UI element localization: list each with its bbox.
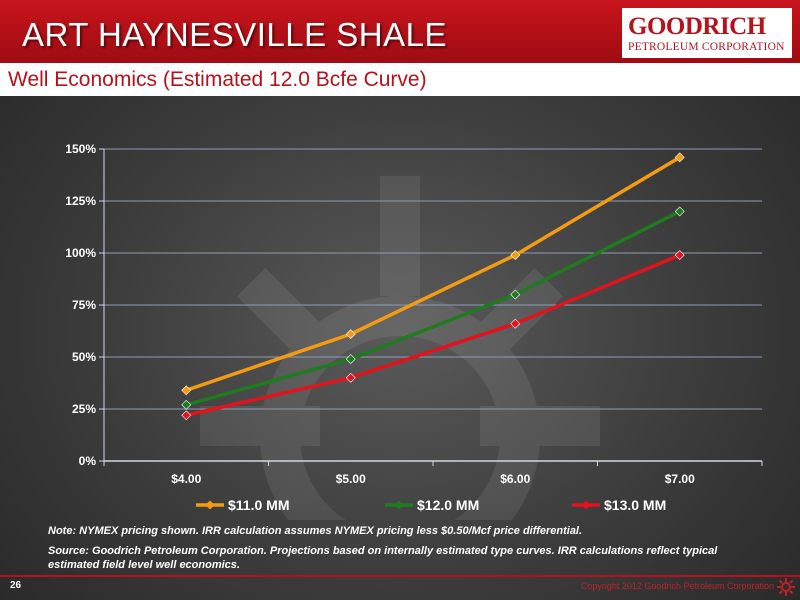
legend-label: $12.0 MM: [417, 497, 479, 513]
irr-line-chart: 0% 25% 50% 75% 100% 125% 150% $4.00 $5.00 $6.00 $…: [65, 142, 763, 520]
legend-swatch-marker: [394, 500, 404, 510]
source-note: Source: Goodrich Petroleum Corporation. …: [48, 545, 718, 571]
x-tick-label: $5.00: [336, 472, 366, 486]
subtitle-bar: Well Economics (Estimated 12.0 Bcfe Curv…: [0, 63, 800, 96]
data-point-marker: [674, 152, 685, 163]
page-subtitle: Well Economics (Estimated 12.0 Bcfe Curv…: [8, 68, 427, 91]
series-line: [185, 155, 681, 392]
logo-tagline: PETROLEUM CORPORATION: [628, 41, 785, 53]
y-tick-label: 125%: [65, 194, 96, 208]
legend-label: $13.0 MM: [604, 497, 666, 513]
y-tick-label: 50%: [72, 350, 96, 364]
legend-swatch-marker: [205, 500, 215, 510]
data-point-marker: [181, 399, 192, 410]
legend-swatch-marker: [581, 500, 591, 510]
gear-watermark-icon: [200, 176, 600, 520]
footer-divider: [0, 575, 800, 577]
copyright-text: Copyright 2012 Goodrich Petroleum Corpor…: [580, 581, 774, 591]
y-tick-label: 100%: [65, 246, 96, 260]
data-point-marker: [674, 206, 685, 217]
data-point-marker: [510, 289, 521, 300]
y-tick-label: 75%: [72, 298, 96, 312]
y-tick-label: 25%: [72, 402, 96, 416]
data-point-marker: [674, 250, 685, 261]
data-point-marker: [181, 385, 192, 396]
data-point-marker: [181, 410, 192, 421]
series-line: [185, 209, 681, 407]
legend-label: $11.0 MM: [228, 497, 289, 513]
data-point-marker: [345, 372, 356, 383]
series-line: [185, 253, 681, 417]
header-bar: ART HAYNESVILLE SHALE GOODRICH PETROLEUM…: [0, 0, 800, 96]
data-point-marker: [510, 318, 521, 329]
x-tick-label: $6.00: [500, 472, 530, 486]
data-point-marker: [345, 329, 356, 340]
sun-gear-icon: [777, 578, 795, 596]
logo-name: GOODRICH: [628, 13, 766, 40]
company-logo: GOODRICH PETROLEUM CORPORATION: [622, 8, 792, 58]
x-tick-label: $7.00: [665, 472, 695, 486]
pricing-note: Note: NYMEX pricing shown. IRR calculati…: [48, 525, 583, 537]
data-point-marker: [510, 250, 521, 261]
y-tick-label: 0%: [79, 454, 97, 468]
x-tick-label: $4.00: [171, 472, 201, 486]
data-point-marker: [345, 354, 356, 365]
page-title: ART HAYNESVILLE SHALE: [22, 16, 448, 53]
y-tick-label: 150%: [65, 142, 96, 156]
page-number: 26: [10, 580, 22, 591]
